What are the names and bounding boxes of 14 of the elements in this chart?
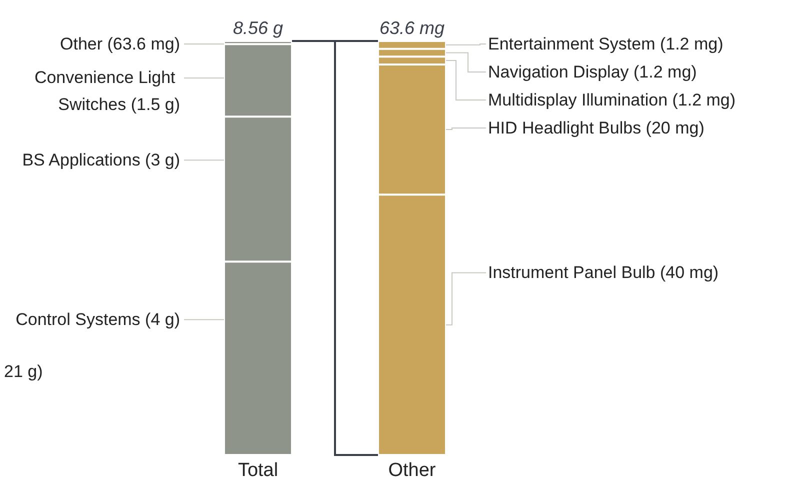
x-tick-label: Other [388, 460, 436, 481]
annotation: 8.56 g [232, 18, 284, 38]
text: BS Applications (3 g) [22, 150, 180, 170]
text: Navigation Display (1.2 mg) [488, 62, 697, 82]
text: HID Headlight Bulbs (20 mg) [488, 118, 704, 138]
text: Other (63.6 mg) [60, 34, 180, 54]
text: Entertainment System (1.2 mg) [488, 34, 724, 54]
text: 21 g) [4, 362, 43, 382]
x-tick-label: Total [238, 460, 278, 481]
text: Convenience Light Switches (1.5 g) [34, 68, 180, 114]
text: Instrument Panel Bulb (40 mg) [488, 263, 719, 282]
text: Multidisplay Illumination (1.2 mg) [488, 90, 736, 110]
text: Control Systems (4 g) [16, 310, 180, 330]
annotation: 63.6 mg [379, 18, 445, 38]
